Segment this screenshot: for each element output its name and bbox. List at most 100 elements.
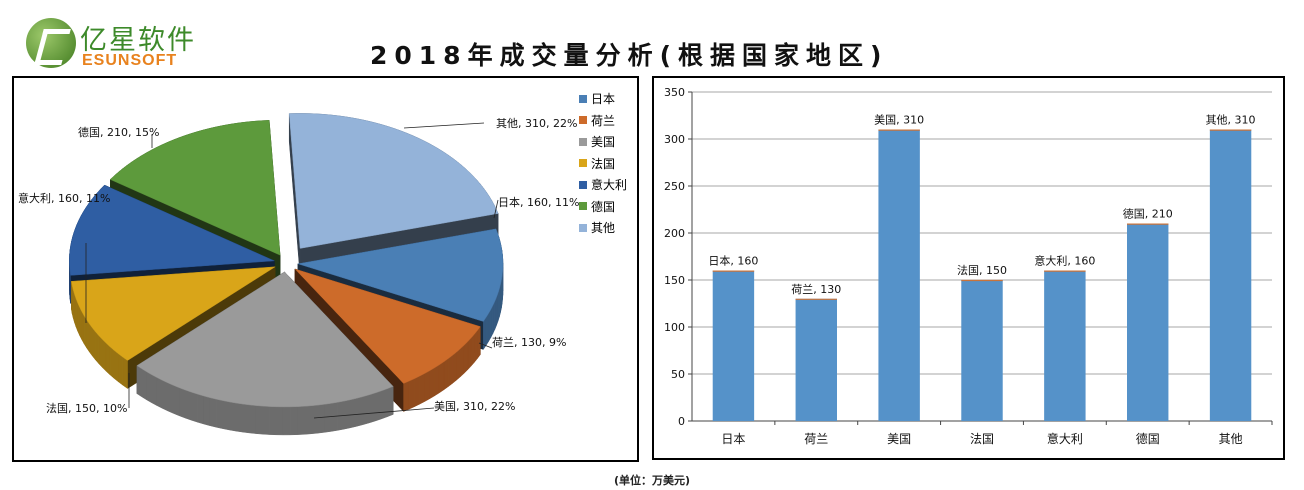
x-tick-label: 美国	[887, 432, 911, 446]
pie-slice-side-法国	[86, 319, 90, 353]
pie-slice-side-美国	[151, 374, 158, 407]
pie-slice-side-美国	[316, 404, 325, 434]
x-tick-label: 荷兰	[804, 432, 828, 446]
pie-slice-side-荷兰	[424, 370, 430, 402]
bar-chart: 0 50 100 150 200 250 300 350 日本, 160 日本 荷兰, 130 荷兰 美…	[664, 86, 1273, 446]
pie-slice-side-荷兰	[456, 348, 461, 381]
y-tick-label: 50	[671, 368, 685, 381]
pie-slice-side-美国	[146, 371, 153, 404]
pie-slice-荷兰	[294, 268, 481, 384]
pie-slice-其他	[288, 113, 499, 249]
pie-data-label: 法国, 150, 10%	[46, 402, 128, 415]
pie-slice-side-美国	[343, 399, 351, 430]
pie-slice-side-美国	[330, 402, 338, 432]
legend-swatch	[578, 137, 587, 146]
legend-swatch	[578, 116, 587, 125]
pie-slice-side-法国	[98, 335, 103, 369]
legend-item: 其他	[578, 217, 627, 239]
pie-slice-side-法国	[79, 307, 83, 340]
legend-item: 德国	[578, 196, 627, 218]
pie-slice-side-荷兰	[403, 380, 410, 412]
y-tick-label: 300	[664, 133, 685, 146]
pie-slice-side-日本	[494, 297, 497, 330]
y-tick-label: 250	[664, 180, 685, 193]
pie-slice-side-美国	[197, 393, 204, 425]
legend-item: 美国	[578, 131, 627, 153]
pie-slice-日本	[297, 228, 504, 322]
pie-slice-side-美国	[191, 391, 198, 423]
legend-swatch	[578, 159, 587, 168]
pie-slice-法国	[71, 266, 276, 361]
pie-slice-side-美国	[229, 401, 237, 432]
legend-item: 意大利	[578, 174, 627, 196]
pie-slice-side-美国	[296, 406, 304, 435]
pie-slice-side-美国	[262, 405, 270, 435]
pie-slice-side-美国	[381, 388, 388, 420]
pie-slice-side-美国	[167, 382, 174, 414]
pie-slice-side-美国	[203, 395, 211, 427]
pie-slice-德国	[109, 120, 281, 256]
pie-slice-side-法国	[109, 346, 115, 380]
legend-label: 法国	[590, 156, 615, 171]
pie-slice-side-荷兰	[419, 373, 425, 405]
pie-slice-side-美国	[356, 396, 364, 427]
pie-data-label: 日本, 160, 11%	[498, 196, 580, 209]
pie-slice-side-美国	[173, 385, 180, 417]
pie-slice-side-日本	[490, 305, 494, 338]
pie-slice-side-荷兰	[429, 367, 435, 400]
pie-slice-side-荷兰	[467, 337, 472, 371]
bar-data-label: 其他, 310	[1206, 114, 1256, 127]
leader-line	[478, 342, 493, 349]
legend-swatch	[578, 202, 587, 211]
pie-chart-panel: 日本, 160, 11% 荷兰, 130, 9% 美国, 310, 22% 法国, 1…	[12, 76, 639, 462]
legend-label: 日本	[590, 92, 615, 107]
pie-slice-side-法国	[113, 349, 119, 383]
pie-slice-side-荷兰	[434, 364, 440, 397]
pie-slice-side-美国	[289, 406, 298, 436]
pie-slice-side-法国	[102, 338, 107, 372]
bar	[961, 280, 1003, 421]
pie-slice-side-美国	[209, 397, 217, 428]
pie-slice-side-美国	[136, 365, 143, 398]
pie-slice-side-美国	[303, 405, 311, 435]
legend-label: 荷兰	[590, 113, 615, 128]
logo: 亿星软件 ESUNSOFT	[26, 18, 206, 72]
pie-slice-side-美国	[162, 380, 169, 412]
pie-slice-side-日本	[492, 301, 496, 334]
pie-slice-side-法国	[81, 310, 85, 345]
pie-data-label: 意大利, 160, 11%	[18, 192, 111, 205]
pie-slice-side-法国	[122, 356, 128, 389]
page-title: 2018年成交量分析(根据国家地区)	[370, 41, 889, 70]
pie-slice-side-美国	[276, 406, 284, 436]
pie-slice-side-美国	[368, 392, 376, 424]
bar-data-label: 德国, 210	[1123, 207, 1173, 221]
pie-slice-side-美国	[216, 398, 224, 429]
bar	[795, 298, 837, 421]
pie-slice-side-美国	[362, 394, 370, 426]
legend-item: 荷兰	[578, 110, 627, 132]
y-tick-label: 200	[664, 227, 685, 240]
pie-slice-side-荷兰	[438, 361, 445, 394]
pie-slice-side-荷兰	[470, 333, 475, 367]
pie-slice-side-法国	[77, 303, 80, 336]
pie-slice-side-荷兰	[443, 358, 449, 391]
pie-slice-side-法国	[92, 327, 96, 361]
pie-slice-side-荷兰	[474, 329, 478, 363]
pie-slice-side-美国	[141, 368, 147, 401]
pie-slice-side-日本	[485, 312, 489, 347]
pie-slice-side-美国	[349, 398, 357, 429]
x-tick-label: 意大利	[1047, 431, 1083, 446]
bar	[1044, 270, 1086, 421]
pie-slice-side-意大利	[69, 271, 71, 304]
y-tick-label: 100	[664, 321, 685, 334]
pie-slice-美国	[136, 271, 394, 408]
pie-data-label: 德国, 210, 15%	[78, 126, 160, 139]
leader-line	[493, 199, 499, 219]
pie-slice-side-荷兰	[447, 354, 453, 388]
legend-swatch	[578, 180, 587, 189]
leader-line	[403, 122, 485, 129]
x-tick-label: 德国	[1136, 431, 1160, 446]
bar-data-label: 荷兰, 130	[791, 283, 841, 296]
pie-slice-side-美国	[235, 402, 243, 433]
bar	[878, 129, 920, 421]
